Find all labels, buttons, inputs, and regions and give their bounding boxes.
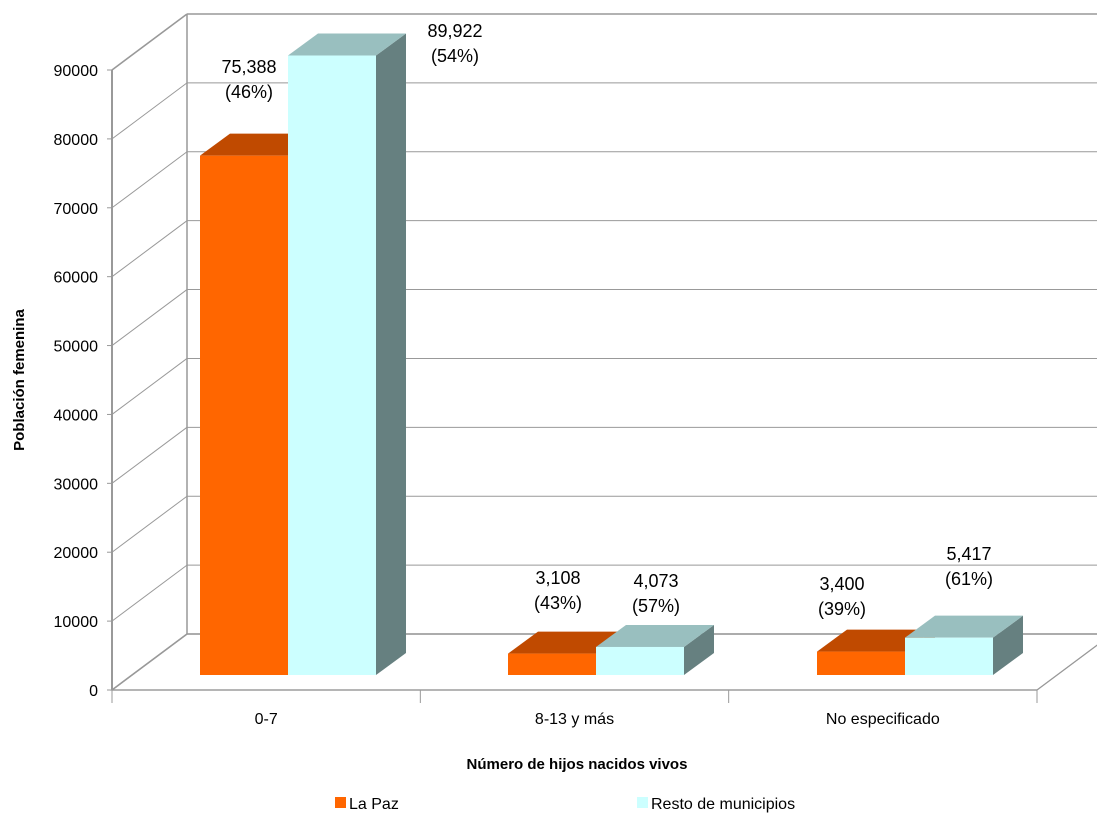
y-tick-label: 10000 [54,614,99,631]
bar-top [596,624,714,647]
data-label-value: 5,417 [946,544,991,564]
y-tick-label: 90000 [54,63,99,80]
legend: La Paz Resto de municipios [335,796,795,813]
x-axis-label: Número de hijos nacidos vivos [467,756,688,773]
data-label-percent: (43%) [534,593,582,613]
data-label-value: 75,388 [221,57,276,77]
gridline-side [111,564,188,622]
gridline-side [111,495,188,553]
bar-front [288,55,376,675]
y-tick-label: 0 [89,683,98,700]
x-tick-label: 0-7 [255,711,278,728]
bar-front [817,651,905,675]
gridline-side [111,220,188,278]
bar-side [993,615,1023,675]
y-tick-label: 60000 [54,270,99,287]
bar [288,33,406,675]
bar-front [200,155,288,675]
y-tick-label: 30000 [54,476,99,493]
y-tick-label: 40000 [54,407,99,424]
legend-label-la-paz: La Paz [349,796,399,813]
bar-top [288,33,406,56]
data-label-value: 89,922 [427,21,482,41]
data-label-percent: (61%) [945,569,993,589]
gridline-side [111,82,188,140]
bar-front [905,637,993,675]
gridline-side [111,633,188,691]
floor-right-edge [1036,644,1097,691]
bar [596,624,714,675]
bar-front [596,646,684,675]
gridline-side [111,358,188,415]
y-tick-label: 80000 [54,132,99,149]
data-label-value: 3,400 [819,574,864,594]
bar-front [508,653,596,675]
gridline-side [111,289,188,346]
gridline-side [111,151,188,209]
data-label-value: 3,108 [535,568,580,588]
data-label-percent: (46%) [225,82,273,102]
data-label-percent: (57%) [632,596,680,616]
gridline-side [111,426,188,484]
bar-side [684,624,714,675]
gridline-side [111,13,188,71]
x-tick-label: No especificado [826,711,940,728]
y-tick-label: 70000 [54,201,99,218]
legend-label-resto: Resto de municipios [651,796,795,813]
legend-swatch-la-paz [335,797,346,808]
legend-swatch-resto [637,797,648,808]
data-label-percent: (39%) [818,599,866,619]
x-axis-ticks: 0-7 8-13 y más No especificado [255,711,940,728]
data-label-value: 4,073 [633,571,678,591]
chart-bars: 75,388 (46%) 89,922 (54%) 3,108 (43%) 4,073 (57… [200,21,1023,675]
bar-top [905,615,1023,638]
data-label-percent: (54%) [431,46,479,66]
y-axis-label: Población femenina [11,308,28,450]
y-axis-ticks: 0 10000 20000 30000 40000 50000 60000 70000 8000… [54,63,99,700]
x-tick-label: 8-13 y más [535,711,614,728]
bar-side [376,33,406,675]
y-tick-label: 20000 [54,545,99,562]
bar [905,615,1023,675]
y-tick-label: 50000 [54,339,99,356]
